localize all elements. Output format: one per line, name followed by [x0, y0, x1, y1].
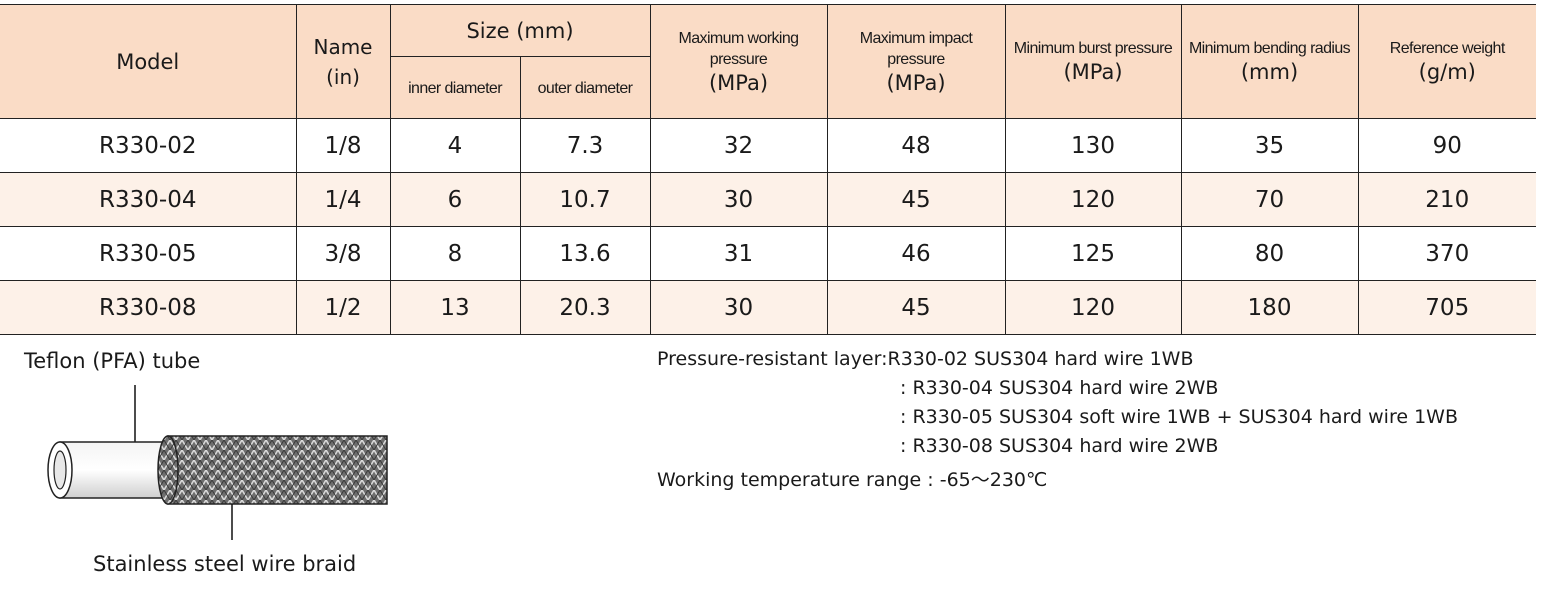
header-min-bending-radius-label: Minimum bending radius [1188, 40, 1351, 57]
header-max-impact-pressure-unit: (MPa) [886, 70, 946, 95]
header-max-working-pressure-line1: Maximum working [678, 29, 800, 47]
table-row: R330-05 3/8 8 13.6 31 46 125 80 370 [0, 226, 1536, 281]
header-reference-weight: Reference weight (g/m) [1357, 4, 1536, 119]
table-row: R330-08 1/2 13 20.3 30 45 120 180 705 [0, 280, 1536, 335]
header-reference-weight-label: Reference weight [1389, 40, 1506, 57]
pressure-layer-line-3: : R330-05 SUS304 soft wire 1WB + SUS304 … [900, 406, 1458, 428]
header-max-impact-pressure-line1: Maximum impact [859, 29, 973, 47]
header-size-label: Size (mm) [466, 18, 574, 43]
cell-min-bending-radius: 180 [1180, 280, 1359, 335]
pressure-layer-line-1: Pressure-resistant layer:R330-02 SUS304 … [657, 348, 1194, 370]
header-min-burst-pressure-unit: (MPa) [1063, 60, 1123, 84]
cell-model: R330-02 [0, 118, 297, 173]
header-max-impact-pressure-line2: pressure [887, 50, 945, 68]
wire-braid [167, 435, 388, 505]
header-min-bending-radius-unit: (mm) [1240, 60, 1299, 84]
cell-name: 1/2 [295, 280, 391, 335]
cell-max-impact-pressure: 48 [826, 118, 1006, 173]
cell-reference-weight: 705 [1357, 280, 1536, 335]
cell-name: 3/8 [295, 226, 391, 281]
header-max-impact-pressure: Maximum impact pressure (MPa) [826, 4, 1006, 119]
cell-min-bending-radius: 70 [1180, 172, 1359, 227]
header-name: Name (in) [295, 4, 391, 119]
header-model-label: Model [116, 49, 180, 74]
cell-inner-diameter: 6 [389, 172, 521, 227]
cell-min-burst-pressure: 120 [1004, 280, 1182, 335]
cell-max-working-pressure: 30 [649, 280, 828, 335]
header-size: Size (mm) [389, 4, 651, 57]
cell-reference-weight: 90 [1357, 118, 1536, 173]
tube-end-inner [53, 450, 67, 490]
pressure-layer-label: Pressure-resistant layer: [657, 348, 888, 370]
header-min-burst-pressure: Minimum burst pressure (MPa) [1004, 4, 1182, 119]
table-row: R330-02 1/8 4 7.3 32 48 130 35 90 [0, 118, 1536, 173]
hose-illustration [47, 385, 388, 540]
table-body: R330-02 1/8 4 7.3 32 48 130 35 90 R330-0… [0, 118, 1536, 335]
pressure-layer-line-4: : R330-08 SUS304 hard wire 2WB [900, 435, 1219, 457]
table-header: Model Name (in) Size (mm) Maximum workin… [0, 4, 1536, 119]
braid-label: Stainless steel wire braid [93, 552, 357, 576]
working-temperature: Working temperature range : -65～230℃ [657, 469, 1048, 491]
cell-max-impact-pressure: 45 [826, 280, 1006, 335]
cell-min-bending-radius: 80 [1180, 226, 1359, 281]
header-max-working-pressure-line2: pressure [709, 50, 768, 68]
cell-name: 1/4 [295, 172, 391, 227]
cell-max-working-pressure: 31 [649, 226, 828, 281]
cell-max-working-pressure: 32 [649, 118, 828, 173]
header-reference-weight-unit: (g/m) [1418, 60, 1476, 84]
header-min-bending-radius: Minimum bending radius (mm) [1180, 4, 1359, 119]
cell-inner-diameter: 13 [389, 280, 521, 335]
cell-reference-weight: 370 [1357, 226, 1536, 281]
cell-model: R330-05 [0, 226, 297, 281]
cell-max-impact-pressure: 46 [826, 226, 1006, 281]
cell-outer-diameter: 7.3 [519, 118, 651, 173]
table-row: R330-04 1/4 6 10.7 30 45 120 70 210 [0, 172, 1536, 227]
cell-min-burst-pressure: 120 [1004, 172, 1182, 227]
pressure-layer-line-2: : R330-04 SUS304 hard wire 2WB [900, 377, 1219, 399]
tube-label: Teflon (PFA) tube [24, 349, 201, 373]
braid-end [157, 435, 179, 505]
header-max-working-pressure: Maximum working pressure (MPa) [649, 4, 828, 119]
cell-outer-diameter: 10.7 [519, 172, 651, 227]
cell-max-impact-pressure: 45 [826, 172, 1006, 227]
spec-table: Model Name (in) Size (mm) Maximum workin… [0, 4, 1536, 335]
cell-outer-diameter: 20.3 [519, 280, 651, 335]
cell-max-working-pressure: 30 [649, 172, 828, 227]
pressure-layer-value: R330-02 SUS304 hard wire 1WB [887, 348, 1194, 370]
cell-model: R330-08 [0, 280, 297, 335]
header-inner-diameter: inner diameter [390, 56, 521, 119]
cell-min-burst-pressure: 125 [1004, 226, 1182, 281]
header-name-unit: (in) [326, 64, 360, 89]
cell-name: 1/8 [295, 118, 391, 173]
cell-inner-diameter: 4 [389, 118, 521, 173]
header-inner-diameter-label: inner diameter [408, 79, 502, 97]
header-min-burst-pressure-label: Minimum burst pressure [1013, 40, 1173, 57]
cell-reference-weight: 210 [1357, 172, 1536, 227]
cell-model: R330-04 [0, 172, 297, 227]
header-max-working-pressure-unit: (MPa) [708, 70, 769, 95]
header-name-label: Name [313, 34, 373, 59]
cell-outer-diameter: 13.6 [519, 226, 651, 281]
cell-min-bending-radius: 35 [1180, 118, 1359, 173]
header-outer-diameter-label: outer diameter [537, 79, 633, 97]
cell-inner-diameter: 8 [389, 226, 521, 281]
header-outer-diameter: outer diameter [519, 56, 650, 119]
header-model: Model [0, 4, 297, 119]
cell-min-burst-pressure: 130 [1004, 118, 1182, 173]
